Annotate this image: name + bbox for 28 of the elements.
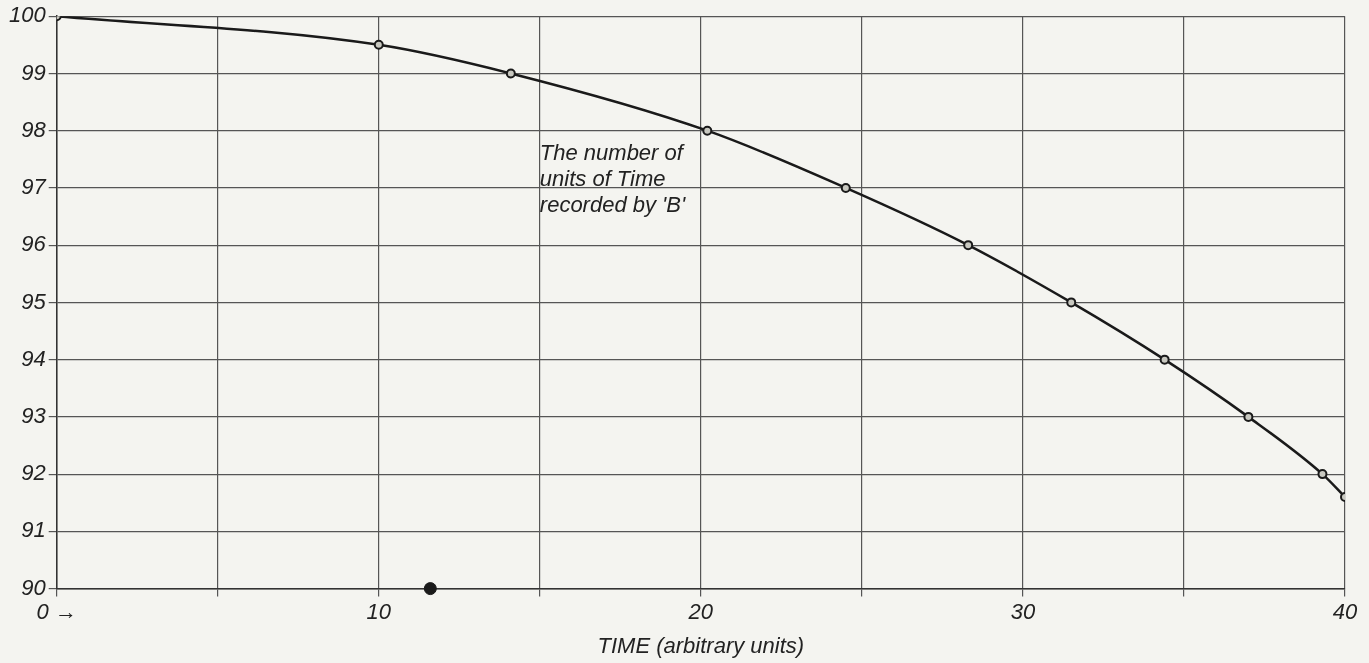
- x-tick-label: 20: [687, 598, 714, 624]
- y-tick-label: 97: [21, 174, 47, 200]
- x-tick-label: 10: [366, 598, 392, 624]
- y-tick-label: 95: [21, 288, 47, 314]
- point: [702, 125, 713, 136]
- y-tick-label: 99: [21, 59, 46, 85]
- x-axis-title: TIME (arbitrary units): [597, 633, 805, 659]
- annotation: The number of units of Time recorded by 'B': [539, 139, 686, 217]
- x-tick-label: 30: [1010, 598, 1036, 624]
- y-tick-label: 96: [21, 231, 47, 257]
- y-tick-label: 90: [21, 574, 47, 600]
- y-tick-label: 100: [8, 2, 47, 28]
- y-tick-label: 91: [21, 517, 46, 543]
- point: [1159, 354, 1170, 365]
- point: [1317, 469, 1328, 480]
- point: [840, 182, 851, 193]
- point: [1066, 297, 1077, 308]
- x-tick-label: 0 →: [36, 598, 77, 624]
- y-tick-label: 93: [21, 403, 47, 429]
- y-tick-label: 92: [21, 460, 46, 486]
- y-tick-label: 98: [21, 116, 47, 142]
- point: [505, 68, 516, 79]
- point: [373, 39, 384, 50]
- point: [423, 582, 437, 596]
- x-tick-label: 40: [1332, 598, 1358, 624]
- point: [963, 240, 974, 251]
- y-tick-label: 94: [21, 345, 46, 371]
- point: [1243, 411, 1254, 422]
